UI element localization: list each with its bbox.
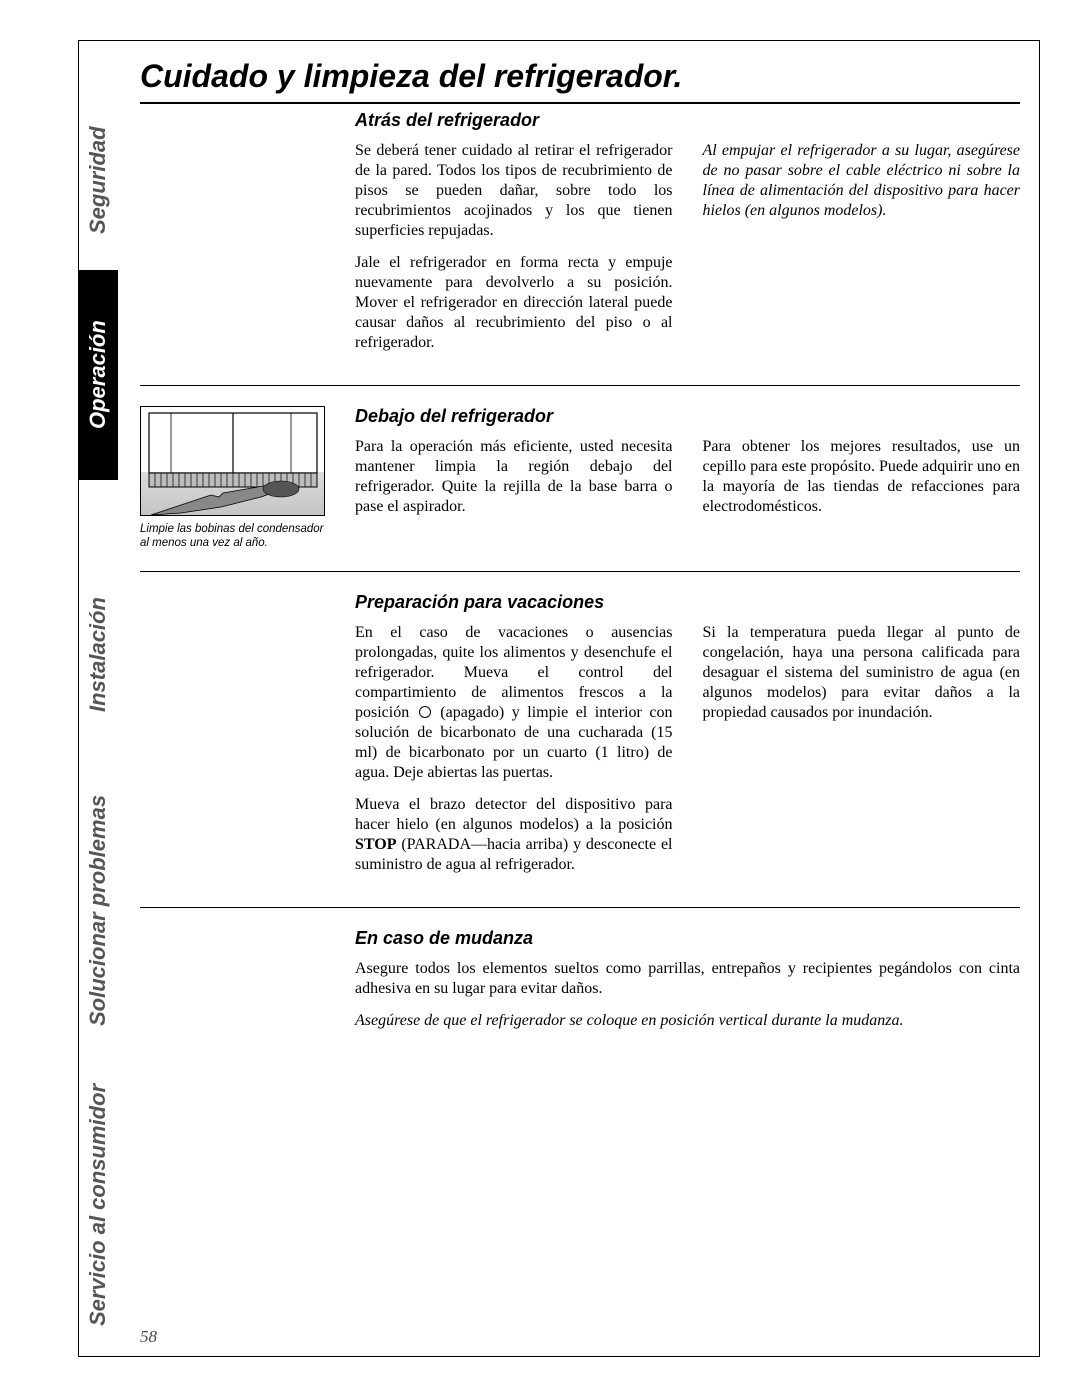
page-title: Cuidado y limpieza del refrigerador. bbox=[140, 58, 682, 95]
section-rule bbox=[140, 571, 1020, 572]
tab-instalacion[interactable]: Instalación bbox=[78, 560, 118, 750]
body-text: En el caso de vacaciones o ausencias pro… bbox=[355, 623, 673, 783]
body-text: Asegure todos los elementos sueltos como… bbox=[355, 959, 1020, 999]
col-right: Para obtener los mejores resultados, use… bbox=[703, 437, 1021, 529]
section-rule bbox=[140, 385, 1020, 386]
tab-operacion[interactable]: Operación bbox=[78, 270, 118, 480]
page-number: 58 bbox=[140, 1327, 157, 1347]
body-text: Jale el refrigerador en forma recta y em… bbox=[355, 253, 673, 353]
tab-servicio[interactable]: Servicio al consumidor bbox=[78, 1060, 118, 1350]
title-rule bbox=[140, 102, 1020, 104]
illustration-caption: Limpie las bobinas del condensador al me… bbox=[140, 522, 325, 551]
section-vacaciones: Preparación para vacaciones En el caso d… bbox=[140, 592, 1020, 908]
condenser-coil-illustration bbox=[140, 406, 325, 516]
section-atras: Atrás del refrigerador Se deberá tener c… bbox=[140, 110, 1020, 386]
body-text: Se deberá tener cuidado al retirar el re… bbox=[355, 141, 673, 241]
heading-atras: Atrás del refrigerador bbox=[355, 110, 1020, 131]
body-text: Para la operación más eficiente, usted n… bbox=[355, 437, 673, 517]
body-text: Mueva el brazo detector del dispositivo … bbox=[355, 795, 673, 875]
content-area: Atrás del refrigerador Se deberá tener c… bbox=[140, 110, 1020, 1051]
col-right: Si la temperatura pueda llegar al punto … bbox=[703, 623, 1021, 887]
col-left: Para la operación más eficiente, usted n… bbox=[355, 437, 673, 529]
tab-solucionar[interactable]: Solucionar problemas bbox=[78, 760, 118, 1060]
note-text: Asegúrese de que el refrigerador se colo… bbox=[355, 1011, 1020, 1031]
col-left: En el caso de vacaciones o ausencias pro… bbox=[355, 623, 673, 887]
section-debajo: Limpie las bobinas del condensador al me… bbox=[140, 406, 1020, 572]
sidebar-tabs: Seguridad Operación Instalación Solucion… bbox=[78, 40, 118, 1357]
tab-seguridad[interactable]: Seguridad bbox=[78, 90, 118, 270]
body-text: Para obtener los mejores resultados, use… bbox=[703, 437, 1021, 517]
off-position-icon bbox=[419, 706, 431, 718]
section-mudanza: En caso de mudanza Asegure todos los ele… bbox=[140, 928, 1020, 1031]
col-right: Al empujar el refrigerador a su lugar, a… bbox=[703, 141, 1021, 365]
illustration-block: Limpie las bobinas del condensador al me… bbox=[140, 406, 325, 551]
heading-debajo: Debajo del refrigerador bbox=[355, 406, 1020, 427]
col-left: Se deberá tener cuidado al retirar el re… bbox=[355, 141, 673, 365]
note-text: Al empujar el refrigerador a su lugar, a… bbox=[703, 141, 1021, 221]
heading-vacaciones: Preparación para vacaciones bbox=[355, 592, 1020, 613]
fridge-base-icon bbox=[141, 407, 325, 516]
section-rule bbox=[140, 907, 1020, 908]
body-block: Asegure todos los elementos sueltos como… bbox=[355, 959, 1020, 1031]
body-text: Si la temperatura pueda llegar al punto … bbox=[703, 623, 1021, 723]
heading-mudanza: En caso de mudanza bbox=[355, 928, 1020, 949]
